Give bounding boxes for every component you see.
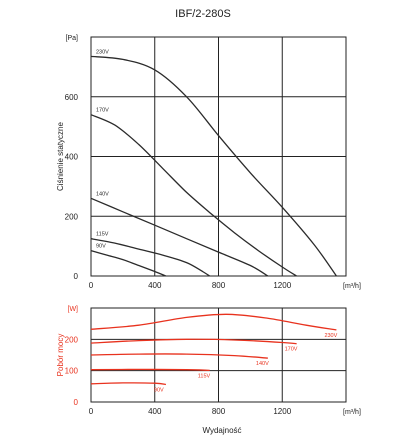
x-tick-label: 800 bbox=[212, 281, 226, 290]
y-tick-label: 200 bbox=[65, 212, 79, 221]
series-line-115V bbox=[90, 238, 211, 277]
series-line-90V bbox=[90, 249, 167, 277]
x-tick-label: 1200 bbox=[273, 407, 291, 416]
x-axis-title: Wydajność bbox=[202, 426, 241, 435]
series-label: 140V bbox=[256, 361, 269, 367]
series-label: 140V bbox=[96, 191, 109, 197]
y-unit-label: [W] bbox=[68, 306, 79, 313]
series-label: 115V bbox=[96, 232, 109, 238]
series-line-170V bbox=[90, 338, 297, 345]
series-label: 230V bbox=[324, 333, 337, 339]
series-label: 230V bbox=[96, 49, 109, 55]
series-line-140V bbox=[90, 197, 269, 277]
series-label: 170V bbox=[96, 108, 109, 114]
chart-title: IBF/2-280S bbox=[175, 8, 231, 20]
series-line-230V bbox=[90, 55, 337, 277]
series-line-140V bbox=[90, 353, 268, 359]
y-tick-label: 0 bbox=[74, 398, 79, 407]
x-unit-label: [m³/h] bbox=[343, 283, 361, 290]
series-line-115V bbox=[90, 368, 210, 372]
series-label: 90V bbox=[96, 244, 106, 250]
x-unit-label: [m³/h] bbox=[343, 409, 361, 416]
y-axis-title: Pobór mocy bbox=[56, 334, 65, 377]
y-tick-label: 0 bbox=[74, 272, 79, 281]
x-tick-label: 400 bbox=[148, 281, 162, 290]
x-tick-label: 0 bbox=[89, 407, 94, 416]
y-tick-label: 400 bbox=[65, 153, 79, 162]
series-line-90V bbox=[90, 382, 167, 386]
y-tick-label: 600 bbox=[65, 93, 79, 102]
x-tick-label: 400 bbox=[148, 407, 162, 416]
y-tick-label: 100 bbox=[65, 367, 79, 376]
y-axis-title: Ciśnienie statyczne bbox=[56, 121, 65, 190]
x-tick-label: 800 bbox=[212, 407, 226, 416]
series-label: 90V bbox=[154, 387, 164, 393]
series-line-230V bbox=[90, 313, 337, 331]
plot-2 bbox=[90, 307, 347, 403]
series-line-170V bbox=[90, 114, 297, 277]
y-unit-label: [Pa] bbox=[66, 35, 79, 42]
plot-1 bbox=[90, 36, 347, 277]
x-tick-label: 1200 bbox=[273, 281, 291, 290]
x-tick-label: 0 bbox=[89, 281, 94, 290]
series-label: 170V bbox=[285, 347, 298, 353]
y-tick-label: 200 bbox=[65, 335, 79, 344]
series-label: 115V bbox=[198, 373, 211, 379]
